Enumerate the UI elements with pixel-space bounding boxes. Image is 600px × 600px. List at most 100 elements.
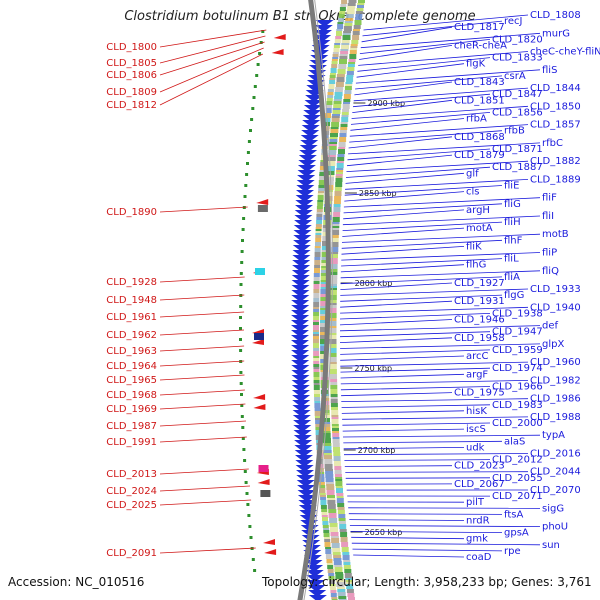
gene-feature <box>332 217 340 222</box>
gene-feature <box>328 150 337 153</box>
gene-feature <box>313 336 319 339</box>
gene-feature <box>315 420 322 424</box>
reverse-gene-label: CLD_1948 <box>106 295 157 306</box>
forward-label-leader <box>348 513 503 515</box>
reverse-gene-label: CLD_1928 <box>106 277 157 288</box>
gene-feature <box>321 257 330 260</box>
gene-feature <box>336 496 344 498</box>
gene-feature <box>350 44 358 46</box>
gene-feature <box>329 80 336 84</box>
forward-gene-arrow <box>295 205 313 212</box>
gene-feature <box>330 588 337 590</box>
gene-feature <box>333 461 341 466</box>
forward-gene-label: CLD_1833 <box>492 53 543 64</box>
forward-label-leader <box>341 252 541 261</box>
forward-label-leader <box>343 209 465 220</box>
reverse-gene <box>251 558 255 561</box>
forward-gene-label: CLD_1882 <box>530 156 581 167</box>
gene-feature <box>337 589 346 592</box>
gene-feature <box>320 282 329 284</box>
gene-feature <box>344 21 353 23</box>
gene-feature <box>333 200 341 204</box>
gene-feature <box>314 246 321 248</box>
reverse-gene-arrow <box>252 339 264 345</box>
gene-feature <box>327 157 336 161</box>
gene-feature <box>319 172 326 174</box>
gene-feature <box>332 428 339 431</box>
reverse-gene <box>241 228 245 231</box>
gene-feature <box>320 276 329 280</box>
forward-gene-arrow <box>300 135 319 142</box>
gene-feature <box>329 339 337 344</box>
gene-feature <box>331 538 340 543</box>
gene-feature <box>343 565 351 569</box>
forward-gene-arrow <box>297 170 316 177</box>
gene-feature <box>321 260 330 263</box>
gene-feature <box>334 470 342 474</box>
forward-label-leader <box>344 465 453 467</box>
gene-feature <box>330 397 338 399</box>
forward-gene-arrow <box>298 155 317 162</box>
gene-feature <box>325 108 332 113</box>
reverse-gene <box>242 448 246 451</box>
gene-feature <box>313 361 320 364</box>
gene-feature <box>347 3 356 6</box>
forward-gene-arrow <box>296 185 315 192</box>
reverse-gene-label: CLD_1965 <box>106 375 157 386</box>
forward-gene-arrow <box>295 455 313 462</box>
gene-feature <box>330 394 338 397</box>
gene-feature <box>337 157 345 161</box>
gene-feature <box>332 552 341 555</box>
reverse-label-leader <box>159 276 245 283</box>
gene-feature <box>321 515 328 517</box>
forward-gene-label: fliH <box>504 217 521 228</box>
forward-gene-arrow <box>291 325 309 332</box>
forward-gene-arrow <box>303 110 322 117</box>
forward-label-leader <box>350 118 465 131</box>
forward-label-leader <box>341 258 503 267</box>
gene-feature <box>320 270 329 273</box>
gene-feature <box>318 191 324 193</box>
gene-feature <box>315 224 322 227</box>
forward-gene-arrow <box>295 460 314 467</box>
gene-feature <box>313 316 320 320</box>
gene-feature <box>313 369 320 372</box>
forward-gene-label: def <box>542 321 559 332</box>
gene-feature <box>320 327 328 332</box>
gene-feature <box>313 289 320 293</box>
genome-title: Clostridium botulinum B1 str. Okra, comp… <box>124 9 476 24</box>
gene-feature <box>313 334 319 336</box>
forward-gene-arrow <box>294 215 313 222</box>
gene-feature <box>334 196 342 200</box>
forward-label-leader <box>343 453 529 456</box>
forward-label-leader <box>349 525 541 527</box>
reverse-label-leader <box>159 311 245 318</box>
gene-feature <box>338 18 345 22</box>
gene-feature <box>335 176 343 178</box>
gene-feature <box>333 212 341 217</box>
gene-feature <box>345 580 353 582</box>
gene-feature <box>327 92 334 95</box>
gene-feature <box>331 597 338 599</box>
gene-feature <box>313 383 320 385</box>
gene-feature <box>348 597 355 600</box>
gene-feature <box>330 264 338 269</box>
reverse-gene <box>255 74 259 77</box>
gene-feature <box>339 133 347 137</box>
forward-label-leader <box>346 154 453 167</box>
gene-feature <box>355 14 363 17</box>
gene-feature <box>341 547 349 552</box>
gene-feature <box>343 94 351 99</box>
kbp-label: 2750 kbp <box>354 364 392 373</box>
gene-feature <box>314 408 321 411</box>
forward-gene-label: CLD_1974 <box>492 363 543 374</box>
reverse-gene-label: CLD_1800 <box>106 42 157 53</box>
forward-gene-label: CLD_1868 <box>454 132 505 143</box>
forward-label-leader <box>354 81 453 96</box>
reverse-gene-label: CLD_1962 <box>106 330 157 341</box>
forward-gene-label: CLD_1851 <box>454 95 505 106</box>
forward-gene-label: CLD_2067 <box>454 479 505 490</box>
gene-feature <box>331 415 339 417</box>
gene-feature <box>326 490 335 495</box>
forward-gene-arrow <box>297 495 316 502</box>
